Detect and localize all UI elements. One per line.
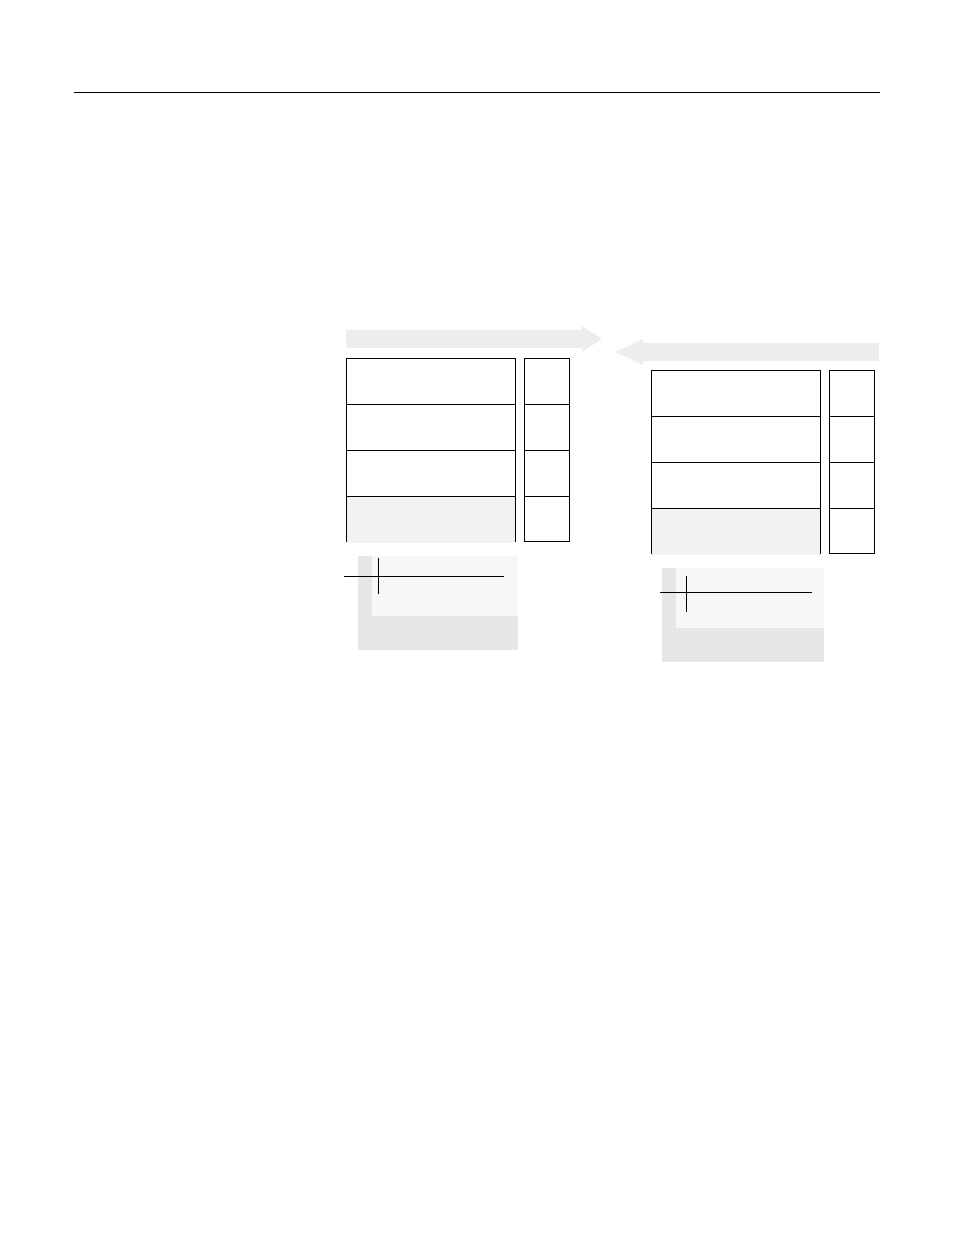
table-row	[830, 463, 874, 509]
table-row	[652, 371, 820, 417]
table-row	[652, 417, 820, 463]
table-row	[525, 405, 569, 451]
table-row	[652, 509, 820, 555]
decor-left-block	[358, 556, 518, 650]
arrow-left-icon	[615, 339, 879, 365]
decor-left-vline	[378, 558, 379, 594]
left-table-main	[346, 358, 516, 542]
decor-right-block	[662, 568, 824, 662]
table-row	[525, 497, 569, 543]
table-row	[347, 359, 515, 405]
arrow-right-icon	[346, 326, 602, 352]
table-row	[347, 451, 515, 497]
table-row	[347, 405, 515, 451]
right-table-side	[829, 370, 875, 554]
header-rule	[74, 92, 880, 93]
table-row	[830, 371, 874, 417]
decor-right-hline	[660, 592, 812, 593]
page	[0, 0, 954, 1235]
decor-left-hline	[344, 576, 504, 577]
table-row	[525, 359, 569, 405]
right-table-main	[651, 370, 821, 554]
left-table-side	[524, 358, 570, 542]
table-row	[830, 417, 874, 463]
decor-right-vline	[686, 576, 687, 612]
table-row	[652, 463, 820, 509]
table-row	[830, 509, 874, 555]
table-row	[525, 451, 569, 497]
table-row	[347, 497, 515, 543]
